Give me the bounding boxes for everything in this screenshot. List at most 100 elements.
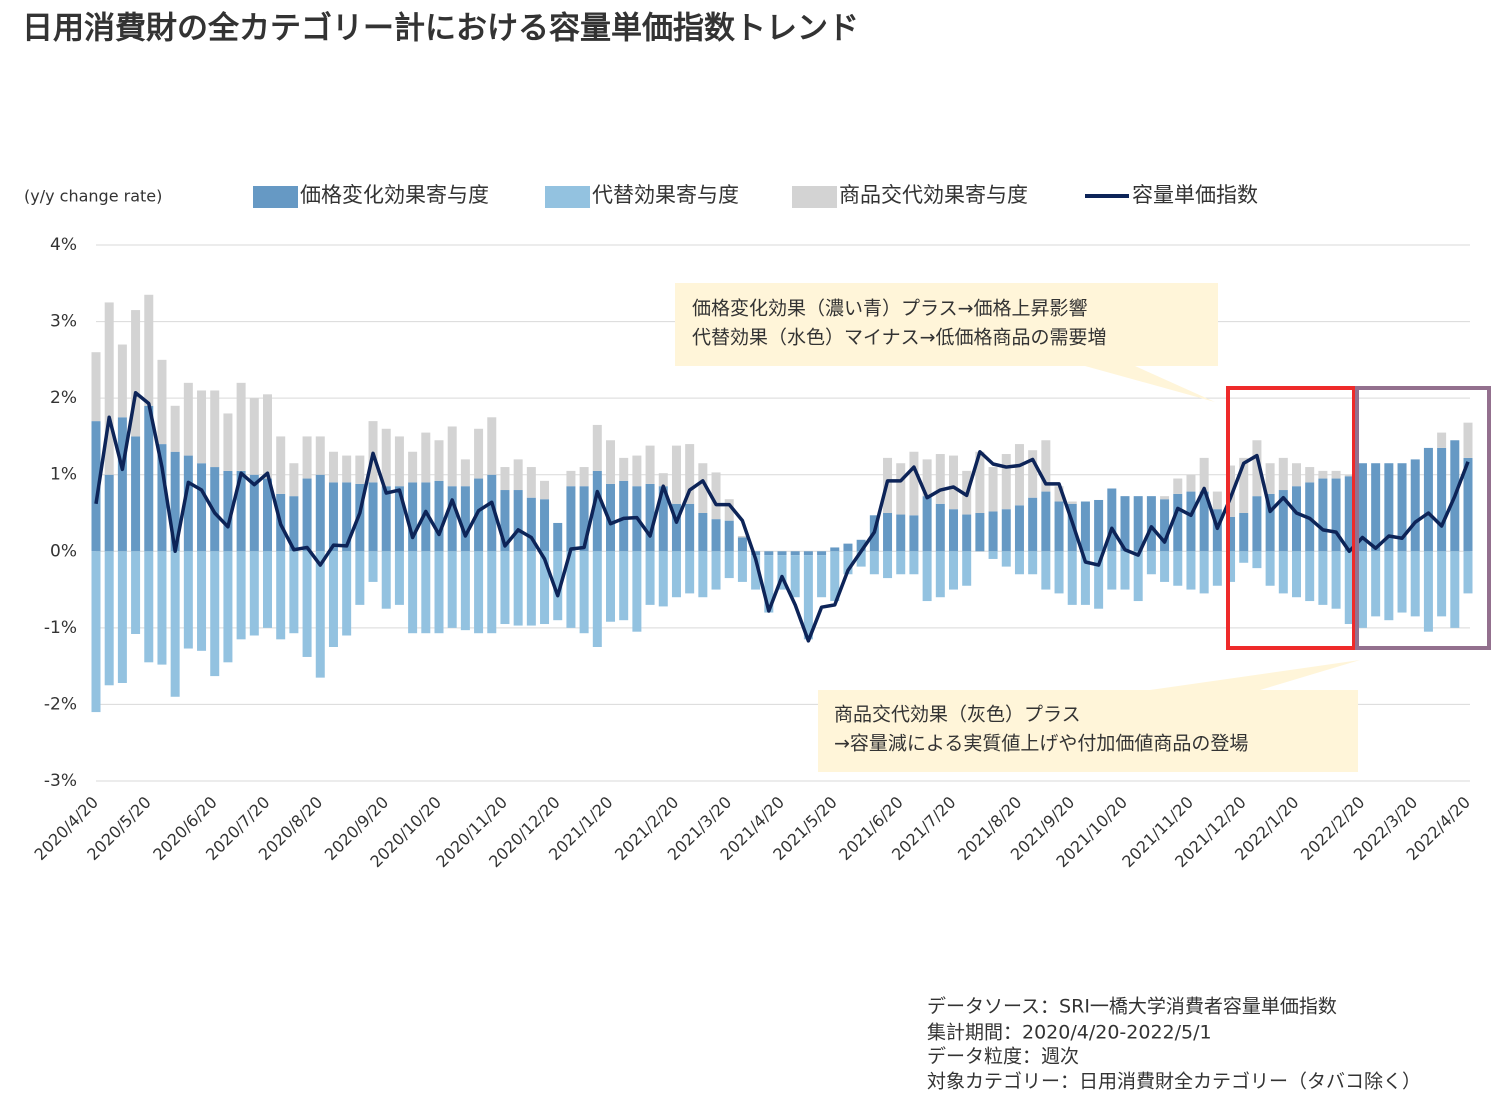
legend-swatch <box>545 186 590 208</box>
bar <box>1186 551 1196 590</box>
bar <box>249 398 259 475</box>
bar <box>566 486 576 552</box>
bar <box>671 503 681 552</box>
bar <box>1212 551 1222 586</box>
bar <box>1054 486 1064 502</box>
bar <box>104 474 114 552</box>
bar <box>817 555 827 598</box>
callout-box <box>675 283 1218 402</box>
bar <box>1410 551 1420 617</box>
bar <box>526 551 536 626</box>
bar <box>1080 551 1090 605</box>
bar <box>474 551 484 634</box>
bar <box>737 551 747 582</box>
bar <box>711 472 721 520</box>
bar <box>487 551 497 634</box>
bar <box>381 486 391 552</box>
highlight-box <box>1355 386 1491 650</box>
bar <box>289 496 299 552</box>
bar <box>1423 551 1433 632</box>
legend-label: 代替効果寄与度 <box>592 183 739 207</box>
bar <box>342 482 352 552</box>
bar <box>1331 470 1341 479</box>
bar <box>856 551 866 567</box>
bar <box>328 551 338 647</box>
bar <box>1212 491 1222 510</box>
bar <box>592 424 602 471</box>
bar <box>1120 496 1130 552</box>
legend-item: 代替効果寄与度 <box>545 183 739 208</box>
legend-label: 商品交代効果寄与度 <box>839 183 1028 207</box>
bar <box>790 551 800 556</box>
bar <box>711 519 721 552</box>
bar <box>922 551 932 602</box>
bar <box>962 514 972 552</box>
bar <box>540 551 550 625</box>
bar <box>803 551 813 556</box>
bar <box>606 440 615 484</box>
bar <box>606 483 615 552</box>
bar <box>157 444 167 552</box>
bar <box>1265 551 1275 586</box>
bar <box>698 463 708 513</box>
legend-label: 容量単価指数 <box>1132 183 1258 207</box>
bar <box>447 426 457 487</box>
line <box>94 391 1470 643</box>
bar <box>289 551 299 634</box>
bar <box>157 359 167 445</box>
bar <box>698 551 708 598</box>
annotation: 価格変化効果（濃い青）プラス→価格上昇影響 <box>692 298 1088 320</box>
bar <box>1305 467 1315 483</box>
bar <box>131 436 141 552</box>
bar <box>579 486 589 552</box>
bar <box>328 482 338 552</box>
bar <box>434 551 444 634</box>
bar <box>197 551 207 651</box>
bar <box>1292 486 1301 552</box>
bar <box>1028 551 1038 575</box>
bar <box>856 539 866 552</box>
bar <box>342 551 352 636</box>
plot-area: -3%-2%-1%0%1%2%3%4%2020/4/202020/5/20202… <box>31 235 1474 871</box>
bar <box>1133 496 1143 552</box>
bar <box>711 551 721 590</box>
bar <box>131 310 141 437</box>
bar <box>474 428 484 479</box>
bar <box>1094 499 1104 552</box>
bar <box>381 428 391 487</box>
bar <box>1278 490 1288 552</box>
bar <box>909 451 919 516</box>
bar <box>1014 551 1024 575</box>
bar <box>1384 551 1394 621</box>
bar <box>1146 496 1156 552</box>
bar <box>1331 478 1341 552</box>
bar <box>434 440 444 481</box>
bar <box>1054 551 1064 594</box>
highlight-box <box>1226 386 1356 650</box>
bar <box>394 486 404 552</box>
bar <box>619 457 629 481</box>
bar <box>1239 457 1249 513</box>
bar <box>1371 463 1381 552</box>
bar <box>764 555 774 613</box>
bar <box>1120 551 1130 590</box>
bar <box>1278 457 1288 491</box>
bar <box>1173 551 1183 586</box>
annotation: 商品交代効果（灰色）プラス <box>834 704 1081 726</box>
bar <box>1226 516 1236 552</box>
y-axis-label: (y/y change rate) <box>24 187 162 206</box>
bar <box>368 482 378 552</box>
bar <box>183 551 193 649</box>
bar <box>210 467 220 552</box>
bar <box>315 551 325 678</box>
callout-box <box>818 660 1360 772</box>
bar <box>883 513 893 552</box>
bar <box>988 551 998 559</box>
bar <box>1199 551 1209 594</box>
bar <box>1199 491 1209 552</box>
bar <box>645 551 655 605</box>
bar <box>500 551 510 625</box>
bar <box>896 514 906 552</box>
bar <box>619 480 629 552</box>
bar <box>394 551 404 605</box>
